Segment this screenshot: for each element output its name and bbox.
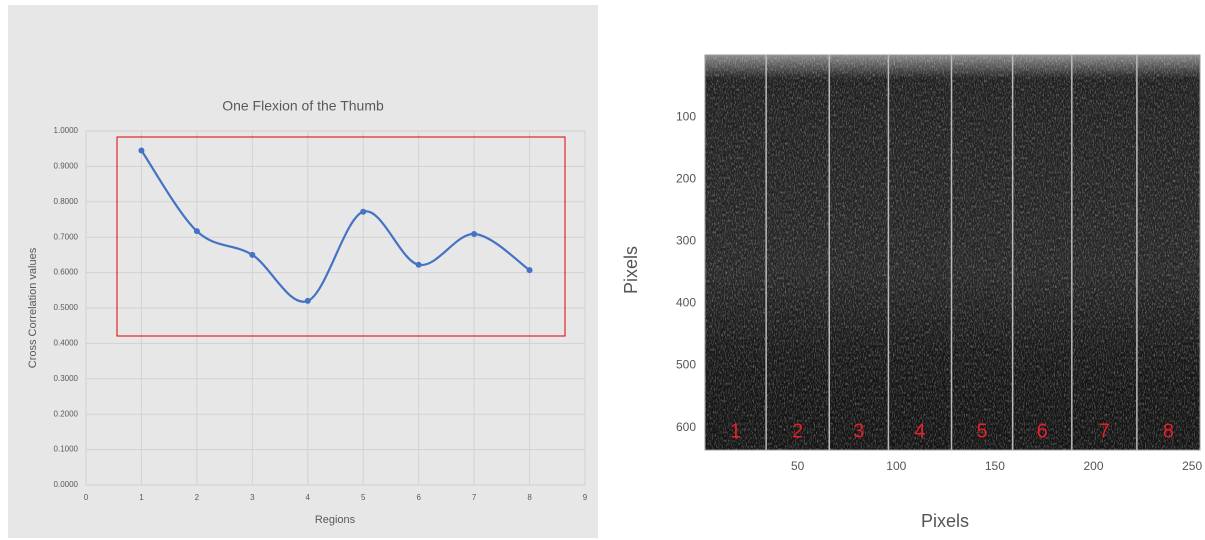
x-axis-label: Regions (315, 514, 356, 526)
region-label: 1 (730, 420, 741, 442)
image-shading (705, 55, 1200, 450)
line-series (140, 149, 531, 303)
y-tick-label: 0.8000 (54, 197, 79, 206)
x-tick-label: 150 (985, 459, 1005, 473)
chart-title: One Flexion of the Thumb (222, 98, 384, 114)
y-tick-label: 1.0000 (54, 126, 79, 135)
x-tick-label: 7 (472, 493, 477, 502)
x-tick-label: 250 (1182, 459, 1202, 473)
data-point (138, 147, 145, 154)
x-tick-label: 9 (583, 493, 588, 502)
image-frame (704, 54, 1201, 451)
y-tick-label: 0.0000 (54, 480, 79, 489)
data-point (304, 297, 311, 304)
line-chart: 0.0000 0.1000 0.2000 0.3000 0.4000 0.5000 0.60… (27, 98, 588, 526)
chart-panel (8, 5, 598, 538)
x-tick-label: 100 (886, 459, 906, 473)
data-point (193, 228, 200, 235)
y-axis-label: Cross Correlation values (27, 247, 39, 368)
region-label: 2 (792, 420, 803, 442)
y-tick-label: 0.6000 (54, 268, 79, 277)
y-tick-label: 0.4000 (54, 339, 79, 348)
y-tick-label: 400 (676, 296, 696, 310)
data-point (526, 267, 533, 274)
x-tick-label: 6 (416, 493, 421, 502)
x-axis-label: Pixels (921, 511, 969, 531)
x-tick-label: 50 (791, 459, 805, 473)
data-point (360, 208, 367, 215)
region-label: 7 (1099, 420, 1110, 442)
y-tick-label: 600 (676, 420, 696, 434)
x-tick-label: 3 (250, 493, 255, 502)
y-tick-label: 500 (676, 358, 696, 372)
x-tick-label: 8 (527, 493, 532, 502)
y-tick-label: 0.5000 (54, 303, 79, 312)
x-tick-label: 5 (361, 493, 366, 502)
y-tick-label: 300 (676, 233, 696, 247)
region-label: 3 (853, 420, 864, 442)
region-label: 8 (1163, 420, 1174, 442)
x-tick-label: 1 (139, 493, 144, 502)
y-tick-label: 0.3000 (54, 374, 79, 383)
y-tick-label: 0.2000 (54, 409, 79, 418)
highlight-box (116, 136, 566, 337)
region-label: 5 (977, 420, 988, 442)
y-tick-label: 0.7000 (54, 232, 79, 241)
y-tick-label: 0.1000 (54, 445, 79, 454)
data-point (249, 251, 256, 258)
region-label: 4 (914, 420, 925, 442)
x-tick-label: 200 (1083, 459, 1103, 473)
x-tick-label: 4 (306, 493, 311, 502)
data-point (471, 231, 478, 238)
y-axis-label: Pixels (621, 246, 641, 294)
y-tick-label: 100 (676, 109, 696, 123)
image-chart: 50 100 150 200 250 100 200 300 400 500 600 Pixels Pi… (621, 54, 1202, 531)
y-tick-label: 0.9000 (54, 162, 79, 171)
x-tick-label: 0 (84, 493, 89, 502)
y-tick-label: 200 (676, 171, 696, 185)
region-label: 6 (1037, 420, 1048, 442)
data-point (415, 261, 422, 268)
x-tick-label: 2 (195, 493, 200, 502)
